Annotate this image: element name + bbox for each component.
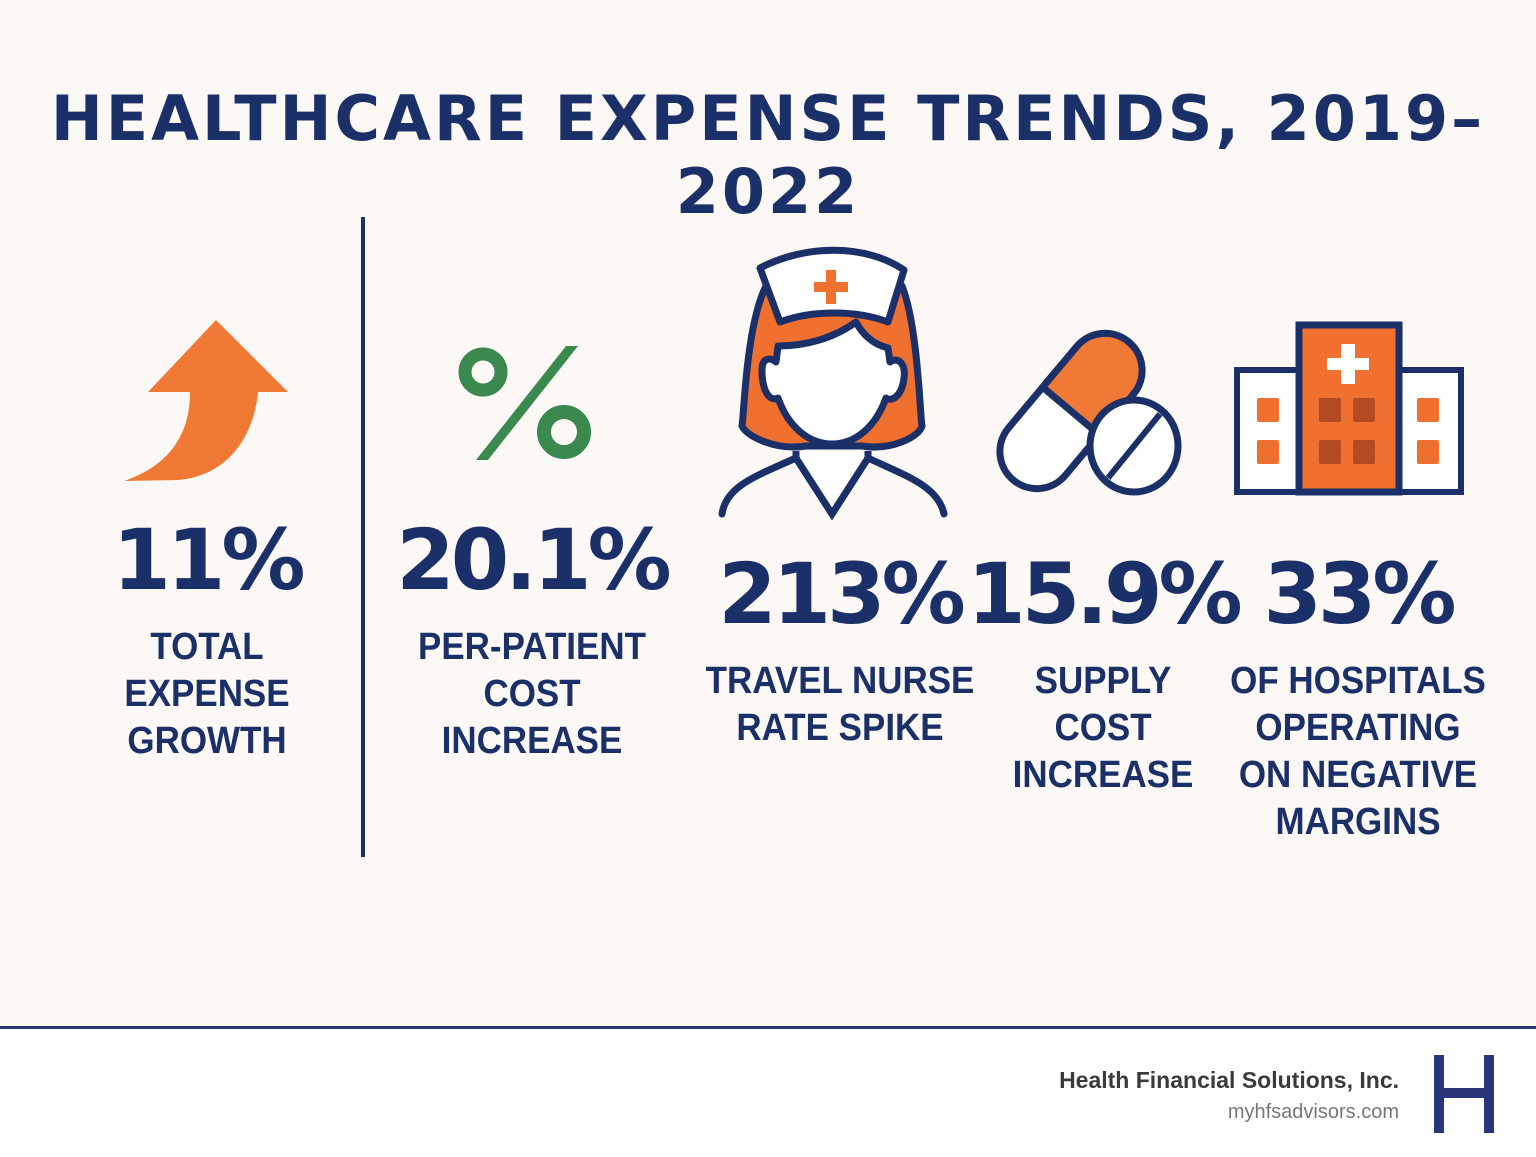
- stat-label: OF HOSPITALS OPERATING ON NEGATIVE MARGI…: [1220, 658, 1496, 846]
- hospital-icon: [1234, 321, 1464, 496]
- label-line: INCREASE: [1012, 754, 1194, 796]
- nurse-icon: [718, 246, 948, 520]
- stat-per-patient-cost: 20.1% PER-PATIENT COST INCREASE: [382, 510, 682, 765]
- label-line: TRAVEL NURSE: [705, 660, 975, 702]
- stat-value: 15.9%: [967, 545, 1242, 643]
- stat-negative-margins: 33% OF HOSPITALS OPERATING ON NEGATIVE M…: [1208, 544, 1508, 846]
- label-line: RATE SPIKE: [736, 707, 944, 749]
- stat-value: 20.1%: [396, 511, 671, 609]
- label-line: OF HOSPITALS: [1230, 660, 1486, 702]
- page-title: HEALTHCARE EXPENSE TRENDS, 2019–2022: [50, 82, 1486, 228]
- divider: [361, 217, 365, 857]
- website-link[interactable]: myhfsadvisors.com: [1227, 1101, 1399, 1123]
- stat-label: SUPPLY COST INCREASE: [965, 658, 1241, 799]
- label-line: OPERATING: [1255, 707, 1461, 749]
- stat-value: 213%: [718, 545, 966, 643]
- footer: Health Financial Solutions, Inc. myhfsad…: [0, 1026, 1536, 1157]
- label-line: COST: [1054, 707, 1152, 749]
- stat-total-expense-growth: 11% TOTAL EXPENSE GROWTH: [57, 510, 357, 765]
- label-line: SUPPLY: [1034, 660, 1172, 702]
- stat-label: TRAVEL NURSE RATE SPIKE: [702, 658, 978, 752]
- label-line: INCREASE: [441, 720, 623, 762]
- stat-label: PER-PATIENT COST INCREASE: [394, 624, 670, 765]
- stat-supply-cost: 15.9% SUPPLY COST INCREASE: [953, 544, 1253, 799]
- company-logo: [1434, 1055, 1494, 1133]
- label-line: COST: [483, 673, 581, 715]
- percent-icon: [458, 346, 591, 460]
- label-line: MARGINS: [1275, 801, 1441, 843]
- arrow-up-icon: [124, 320, 288, 481]
- stat-label: TOTAL EXPENSE GROWTH: [69, 624, 345, 765]
- stat-value: 11%: [112, 511, 305, 609]
- label-line: PER-PATIENT: [418, 626, 646, 668]
- stat-value: 33%: [1263, 545, 1456, 643]
- label-line: GROWTH: [127, 720, 287, 762]
- label-line: EXPENSE: [124, 673, 290, 715]
- company-name: Health Financial Solutions, Inc.: [1059, 1067, 1399, 1093]
- label-line: ON NEGATIVE: [1238, 754, 1478, 796]
- stat-travel-nurse-rate: 213% TRAVEL NURSE RATE SPIKE: [690, 544, 990, 752]
- pills-icon: [996, 329, 1182, 496]
- label-line: TOTAL: [150, 626, 264, 668]
